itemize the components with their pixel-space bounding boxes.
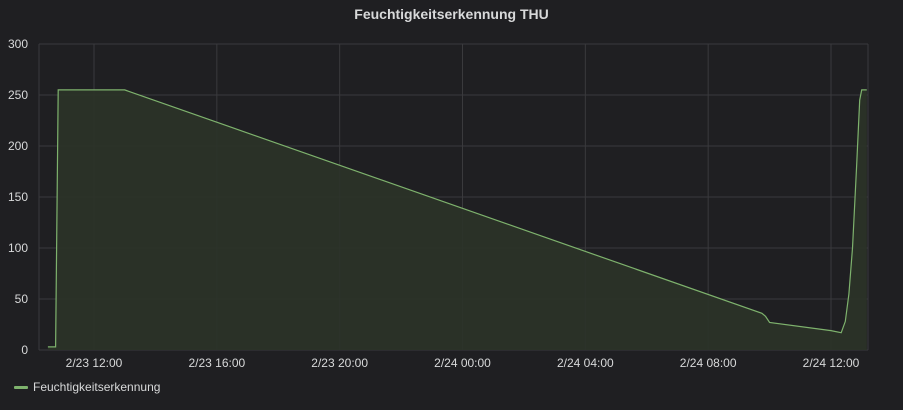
x-tick-label: 2/24 08:00 <box>680 356 737 370</box>
series-line <box>47 89 867 348</box>
y-tick-label: 50 <box>15 292 29 306</box>
chart-title: Feuchtigkeitserkennung THU <box>354 6 549 22</box>
x-tick-label: 2/23 16:00 <box>188 356 245 370</box>
series-area <box>47 89 867 351</box>
x-tick-label: 2/23 12:00 <box>66 356 123 370</box>
legend-swatch <box>14 385 28 389</box>
y-tick-label: 150 <box>8 190 28 204</box>
y-tick-label: 300 <box>8 37 28 51</box>
y-tick-label: 200 <box>8 139 28 153</box>
x-tick-label: 2/24 12:00 <box>803 356 860 370</box>
x-tick-label: 2/24 04:00 <box>557 356 614 370</box>
y-tick-label: 250 <box>8 88 28 102</box>
y-tick-label: 100 <box>8 241 28 255</box>
y-tick-label: 0 <box>21 343 28 357</box>
x-tick-label: 2/23 20:00 <box>311 356 368 370</box>
legend-label: Feuchtigkeitserkennung <box>33 380 161 394</box>
x-tick-label: 2/24 00:00 <box>434 356 491 370</box>
legend[interactable]: Feuchtigkeitserkennung <box>14 380 160 394</box>
